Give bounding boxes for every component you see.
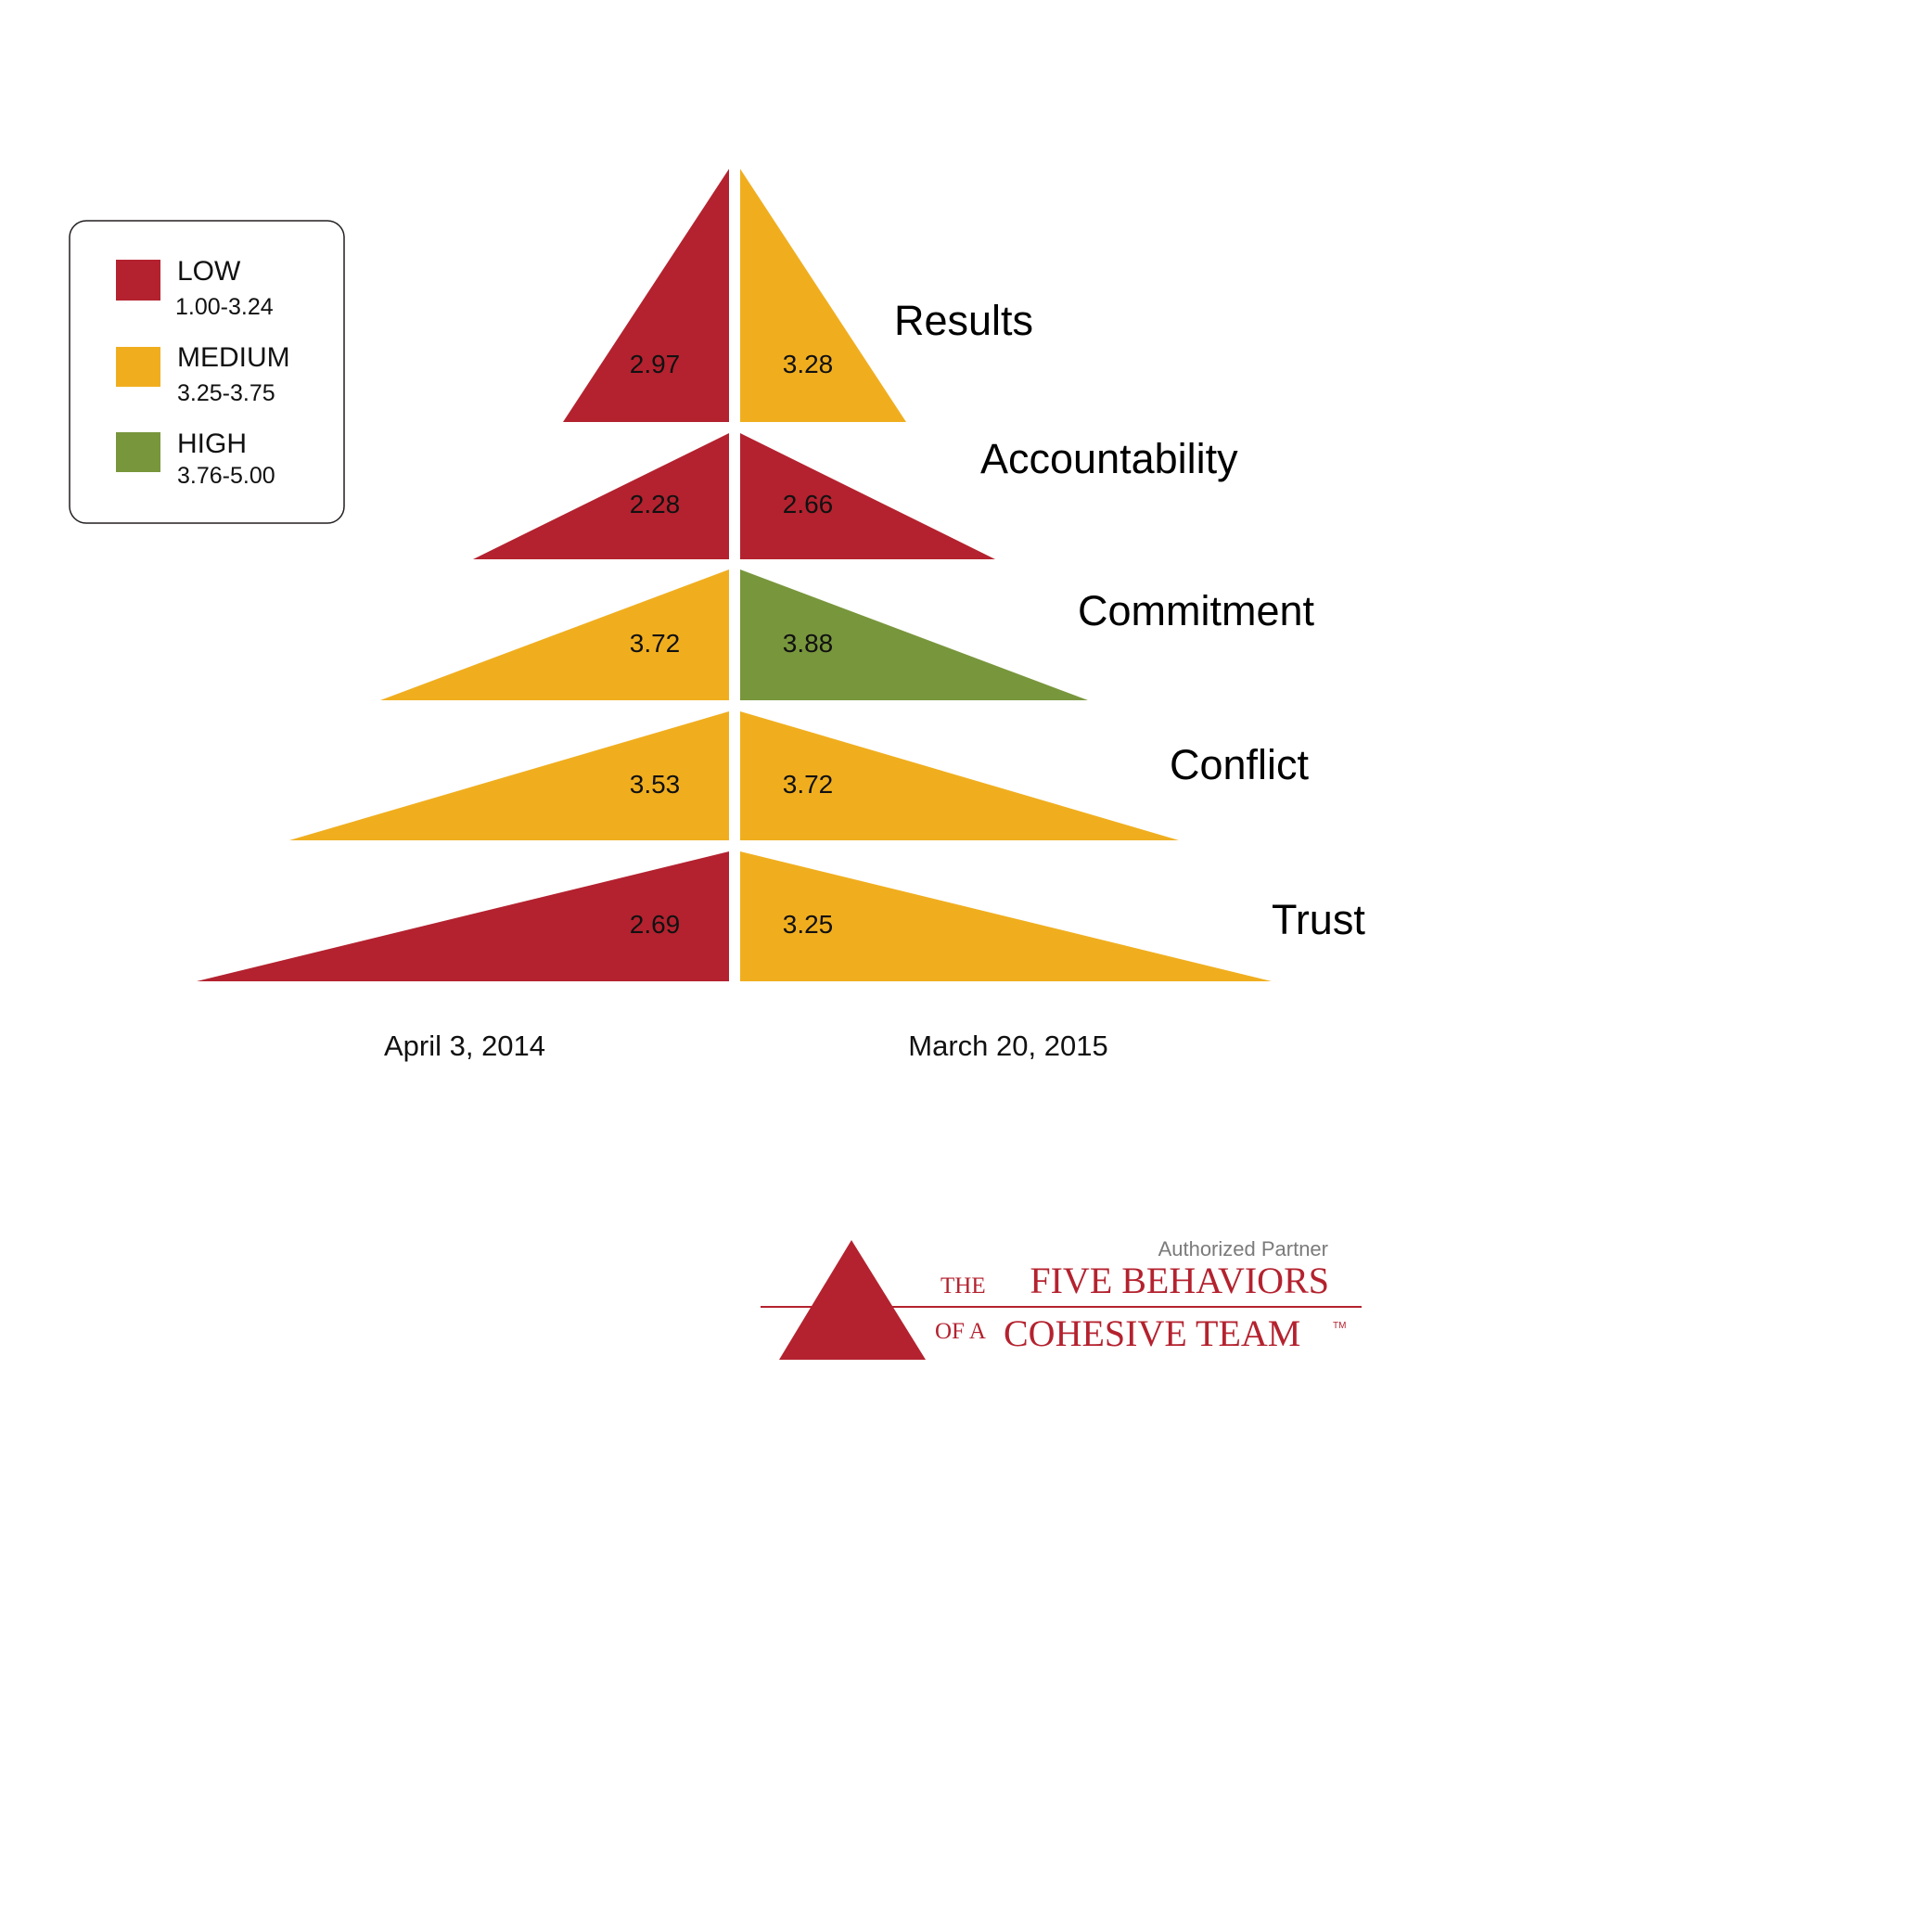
level-name-commitment: Commitment bbox=[1078, 587, 1315, 634]
level-name-accountability: Accountability bbox=[980, 435, 1238, 482]
date-label-right: March 20, 2015 bbox=[908, 1030, 1107, 1062]
level-names: Results Accountability Commitment Confli… bbox=[894, 297, 1365, 943]
commitment-score-left: 3.72 bbox=[630, 629, 681, 658]
level-name-conflict: Conflict bbox=[1170, 741, 1310, 788]
accountability-segment-left bbox=[473, 433, 729, 559]
logo-the: THE bbox=[940, 1273, 986, 1299]
accountability-score-right: 2.66 bbox=[783, 490, 834, 518]
logo-five-behaviors: FIVE BEHAVIORS bbox=[1030, 1260, 1329, 1301]
legend-range-high: 3.76-5.00 bbox=[177, 463, 275, 489]
results-segment-right bbox=[740, 169, 906, 422]
commitment-segment-left bbox=[380, 569, 729, 700]
accountability-segment-right bbox=[740, 433, 995, 559]
trust-score-right: 3.25 bbox=[783, 910, 834, 939]
legend-swatch-high bbox=[116, 432, 160, 472]
results-score-left: 2.97 bbox=[630, 350, 681, 378]
legend-swatch-medium bbox=[116, 347, 160, 387]
logo-authorized-partner: Authorized Partner bbox=[1158, 1237, 1328, 1260]
trust-score-left: 2.69 bbox=[630, 910, 681, 939]
logo-cohesive-team: COHESIVE TEAM bbox=[1004, 1312, 1300, 1354]
five-behaviors-diagram: LOW 1.00-3.24 MEDIUM 3.25-3.75 HIGH 3.76… bbox=[69, 169, 1365, 1360]
legend-label-low: LOW bbox=[177, 256, 241, 287]
results-segment-left bbox=[563, 169, 729, 422]
trust-segment-left bbox=[197, 851, 729, 981]
logo-of-a: OF A bbox=[935, 1319, 986, 1344]
five-behaviors-logo: Authorized Partner THE FIVE BEHAVIORS OF… bbox=[761, 1237, 1362, 1360]
logo-triangle-icon bbox=[779, 1240, 926, 1360]
legend-range-low: 1.00-3.24 bbox=[175, 294, 274, 320]
results-score-right: 3.28 bbox=[783, 350, 834, 378]
level-name-results: Results bbox=[894, 297, 1033, 344]
trust-segment-right bbox=[740, 851, 1272, 981]
commitment-score-right: 3.88 bbox=[783, 629, 834, 658]
legend-range-medium: 3.25-3.75 bbox=[177, 380, 275, 406]
conflict-score-left: 3.53 bbox=[630, 770, 681, 799]
conflict-segment-left bbox=[289, 711, 729, 840]
level-name-trust: Trust bbox=[1272, 896, 1365, 943]
date-label-left: April 3, 2014 bbox=[384, 1030, 545, 1062]
legend-label-medium: MEDIUM bbox=[177, 342, 290, 373]
conflict-segment-right bbox=[740, 711, 1179, 840]
legend-swatch-low bbox=[116, 260, 160, 301]
legend: LOW 1.00-3.24 MEDIUM 3.25-3.75 HIGH 3.76… bbox=[69, 220, 345, 524]
conflict-score-right: 3.72 bbox=[783, 770, 834, 799]
pyramid-left-half bbox=[197, 169, 729, 981]
commitment-segment-right bbox=[740, 569, 1088, 700]
scores: 2.97 3.28 2.28 2.66 3.72 3.88 3.53 3.72 … bbox=[630, 350, 834, 939]
accountability-score-left: 2.28 bbox=[630, 490, 681, 518]
legend-label-high: HIGH bbox=[177, 429, 247, 459]
logo-trademark: TM bbox=[1333, 1321, 1346, 1331]
pyramid-right-half bbox=[740, 169, 1272, 981]
